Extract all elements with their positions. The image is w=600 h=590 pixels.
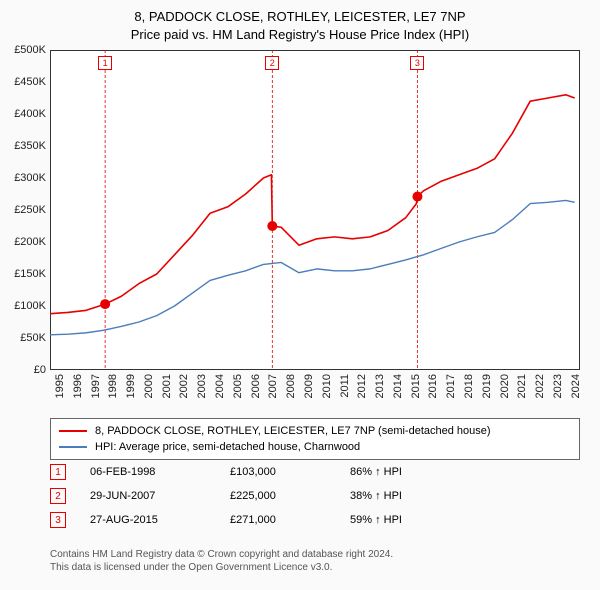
sale-marker-1: 1 xyxy=(50,464,66,480)
legend-row-price-paid: 8, PADDOCK CLOSE, ROTHLEY, LEICESTER, LE… xyxy=(59,423,571,439)
plot-svg xyxy=(50,50,580,370)
xtick-label: 2020 xyxy=(499,374,511,398)
ytick-label: £50K xyxy=(20,332,46,344)
legend-swatch-price-paid xyxy=(59,430,87,432)
xtick-label: 2018 xyxy=(463,374,475,398)
sale-pct-2: 38% ↑ HPI xyxy=(350,490,580,502)
sale-date-1: 06-FEB-1998 xyxy=(90,466,230,478)
xtick-label: 2022 xyxy=(534,374,546,398)
footnote-line-2: This data is licensed under the Open Gov… xyxy=(50,561,580,574)
legend-box: 8, PADDOCK CLOSE, ROTHLEY, LEICESTER, LE… xyxy=(50,418,580,460)
legend-row-hpi: HPI: Average price, semi-detached house,… xyxy=(59,439,571,455)
xtick-label: 2024 xyxy=(570,374,582,398)
legend-label-hpi: HPI: Average price, semi-detached house,… xyxy=(95,441,360,453)
xtick-label: 2000 xyxy=(143,374,155,398)
xtick-label: 1996 xyxy=(72,374,84,398)
xtick-label: 2012 xyxy=(356,374,368,398)
legend-label-price-paid: 8, PADDOCK CLOSE, ROTHLEY, LEICESTER, LE… xyxy=(95,425,491,437)
ytick-label: £150K xyxy=(14,268,46,280)
ytick-label: £400K xyxy=(14,108,46,120)
title-line-1: 8, PADDOCK CLOSE, ROTHLEY, LEICESTER, LE… xyxy=(0,8,600,26)
sale-price-3: £271,000 xyxy=(230,514,350,526)
sale-date-3: 27-AUG-2015 xyxy=(90,514,230,526)
xtick-label: 2006 xyxy=(250,374,262,398)
xtick-label: 2001 xyxy=(161,374,173,398)
footnote-line-1: Contains HM Land Registry data © Crown c… xyxy=(50,548,580,561)
xtick-label: 1998 xyxy=(107,374,119,398)
sale-date-2: 29-JUN-2007 xyxy=(90,490,230,502)
sale-pct-1: 86% ↑ HPI xyxy=(350,466,580,478)
sale-marker-3: 3 xyxy=(50,512,66,528)
legend-swatch-hpi xyxy=(59,446,87,448)
sale-row-3: 3 27-AUG-2015 £271,000 59% ↑ HPI xyxy=(50,508,580,532)
ytick-label: £200K xyxy=(14,236,46,248)
event-marker: 2 xyxy=(265,56,279,70)
ytick-label: £250K xyxy=(14,204,46,216)
xtick-label: 2004 xyxy=(214,374,226,398)
xtick-label: 2021 xyxy=(516,374,528,398)
sale-row-2: 2 29-JUN-2007 £225,000 38% ↑ HPI xyxy=(50,484,580,508)
ytick-label: £100K xyxy=(14,300,46,312)
xtick-label: 2023 xyxy=(552,374,564,398)
ytick-label: £500K xyxy=(14,44,46,56)
ytick-label: £450K xyxy=(14,76,46,88)
xtick-label: 2015 xyxy=(410,374,422,398)
xtick-label: 2009 xyxy=(303,374,315,398)
event-marker: 1 xyxy=(98,56,112,70)
sale-price-2: £225,000 xyxy=(230,490,350,502)
xtick-label: 2016 xyxy=(427,374,439,398)
xtick-label: 2013 xyxy=(374,374,386,398)
ytick-label: £300K xyxy=(14,172,46,184)
xtick-label: 2007 xyxy=(267,374,279,398)
event-marker: 3 xyxy=(410,56,424,70)
xtick-label: 2003 xyxy=(196,374,208,398)
xtick-label: 2002 xyxy=(178,374,190,398)
xtick-label: 2011 xyxy=(339,374,351,398)
xtick-label: 1995 xyxy=(54,374,66,398)
sales-table: 1 06-FEB-1998 £103,000 86% ↑ HPI 2 29-JU… xyxy=(50,460,580,532)
ytick-label: £350K xyxy=(14,140,46,152)
xtick-label: 2010 xyxy=(321,374,333,398)
ytick-label: £0 xyxy=(34,364,46,376)
xtick-label: 2019 xyxy=(481,374,493,398)
title-block: 8, PADDOCK CLOSE, ROTHLEY, LEICESTER, LE… xyxy=(0,0,600,43)
sale-row-1: 1 06-FEB-1998 £103,000 86% ↑ HPI xyxy=(50,460,580,484)
title-line-2: Price paid vs. HM Land Registry's House … xyxy=(0,26,600,44)
sale-price-1: £103,000 xyxy=(230,466,350,478)
footnote: Contains HM Land Registry data © Crown c… xyxy=(50,548,580,574)
xtick-label: 2005 xyxy=(232,374,244,398)
xtick-label: 1997 xyxy=(90,374,102,398)
xtick-label: 2008 xyxy=(285,374,297,398)
xtick-label: 1999 xyxy=(125,374,137,398)
sale-pct-3: 59% ↑ HPI xyxy=(350,514,580,526)
chart-area: £0£50K£100K£150K£200K£250K£300K£350K£400… xyxy=(50,50,580,370)
xtick-label: 2014 xyxy=(392,374,404,398)
xtick-label: 2017 xyxy=(445,374,457,398)
sale-marker-2: 2 xyxy=(50,488,66,504)
chart-container: 8, PADDOCK CLOSE, ROTHLEY, LEICESTER, LE… xyxy=(0,0,600,590)
